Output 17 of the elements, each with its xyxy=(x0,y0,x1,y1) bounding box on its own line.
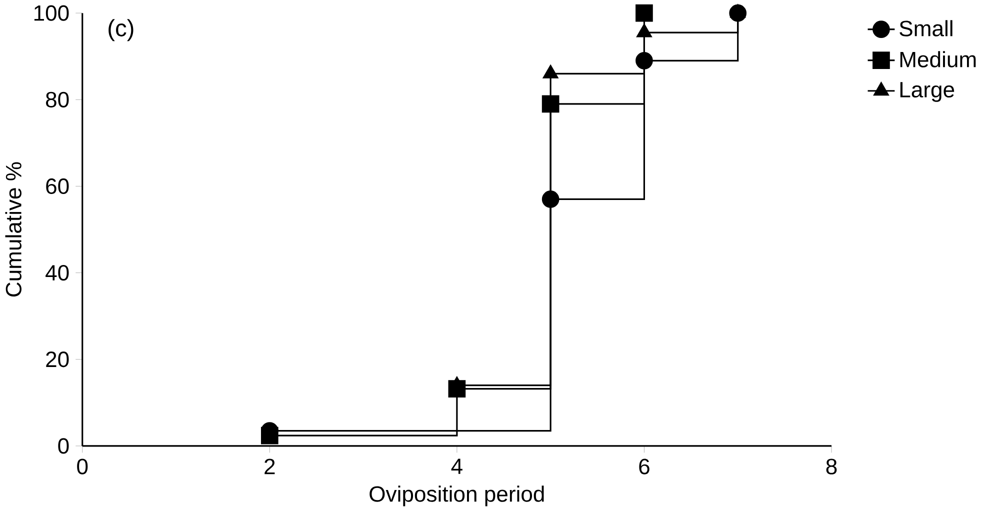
legend-label: Large xyxy=(900,82,954,102)
y-axis-title: Cumulative % xyxy=(5,162,22,296)
y-tick-label: 80 xyxy=(46,92,69,108)
x-tick-label: 0 xyxy=(77,458,88,474)
y-tick-label: 40 xyxy=(46,264,69,280)
x-axis-title: Oviposition period xyxy=(370,485,544,506)
y-tick-label: 100 xyxy=(34,5,69,21)
x-tick-label: 4 xyxy=(451,458,462,474)
y-tick-label: 0 xyxy=(58,438,69,454)
x-tick-label: 2 xyxy=(264,458,275,474)
annotation: (c) xyxy=(108,18,134,41)
y-tick-label: 20 xyxy=(46,351,69,367)
x-tick-label: 8 xyxy=(826,458,837,474)
y-tick-label: 60 xyxy=(46,178,69,194)
legend-label: Medium xyxy=(900,50,976,68)
x-tick-label: 6 xyxy=(639,458,650,474)
legend-label: Small xyxy=(900,20,952,36)
